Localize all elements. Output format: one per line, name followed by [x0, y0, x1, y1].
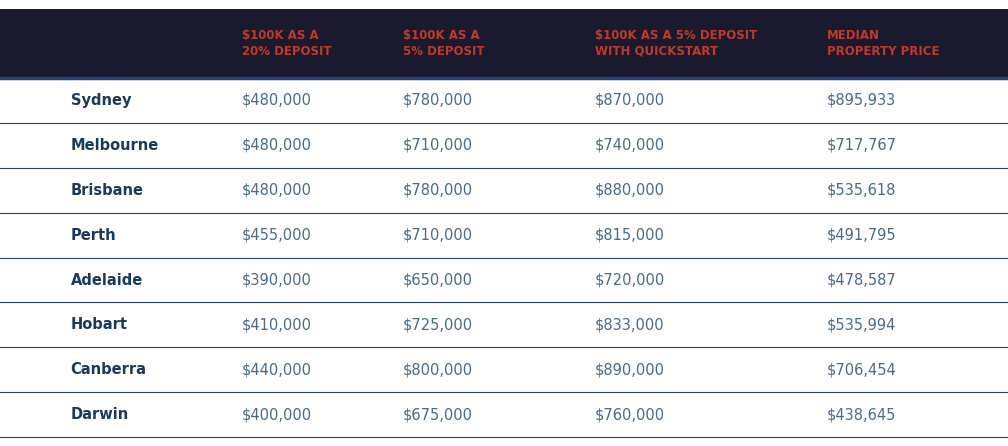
Text: MEDIAN
PROPERTY PRICE: MEDIAN PROPERTY PRICE [827, 29, 939, 58]
Text: Sydney: Sydney [71, 93, 131, 108]
Text: $725,000: $725,000 [403, 318, 474, 332]
Text: $675,000: $675,000 [403, 407, 473, 422]
Text: $720,000: $720,000 [595, 273, 665, 288]
Text: $390,000: $390,000 [242, 273, 311, 288]
Text: Canberra: Canberra [71, 362, 146, 377]
FancyBboxPatch shape [0, 123, 1008, 168]
FancyBboxPatch shape [0, 213, 1008, 258]
Text: $710,000: $710,000 [403, 138, 474, 153]
Text: $890,000: $890,000 [595, 362, 664, 377]
Text: $400,000: $400,000 [242, 407, 312, 422]
Text: $410,000: $410,000 [242, 318, 311, 332]
Text: $480,000: $480,000 [242, 93, 311, 108]
Text: $455,000: $455,000 [242, 227, 311, 243]
Text: Melbourne: Melbourne [71, 138, 159, 153]
Text: Brisbane: Brisbane [71, 183, 143, 198]
FancyBboxPatch shape [0, 347, 1008, 392]
FancyBboxPatch shape [0, 302, 1008, 347]
Text: $880,000: $880,000 [595, 183, 664, 198]
Text: $438,645: $438,645 [827, 407, 896, 422]
Text: $440,000: $440,000 [242, 362, 311, 377]
Text: Hobart: Hobart [71, 318, 128, 332]
FancyBboxPatch shape [0, 78, 1008, 123]
Text: $100K AS A 5% DEPOSIT
WITH QUICKSTART: $100K AS A 5% DEPOSIT WITH QUICKSTART [595, 29, 757, 58]
Text: Adelaide: Adelaide [71, 273, 143, 288]
Text: $100K AS A
5% DEPOSIT: $100K AS A 5% DEPOSIT [403, 29, 485, 58]
Text: $706,454: $706,454 [827, 362, 896, 377]
FancyBboxPatch shape [0, 392, 1008, 437]
Text: $710,000: $710,000 [403, 227, 474, 243]
Text: $535,618: $535,618 [827, 183, 896, 198]
Text: $717,767: $717,767 [827, 138, 896, 153]
Text: $100K AS A
20% DEPOSIT: $100K AS A 20% DEPOSIT [242, 29, 332, 58]
Text: Darwin: Darwin [71, 407, 129, 422]
Text: $780,000: $780,000 [403, 93, 474, 108]
Text: $833,000: $833,000 [595, 318, 664, 332]
Text: $870,000: $870,000 [595, 93, 665, 108]
Text: $740,000: $740,000 [595, 138, 665, 153]
Text: $815,000: $815,000 [595, 227, 664, 243]
Text: $800,000: $800,000 [403, 362, 474, 377]
FancyBboxPatch shape [0, 9, 1008, 78]
Text: $491,795: $491,795 [827, 227, 896, 243]
Text: $478,587: $478,587 [827, 273, 896, 288]
Text: $760,000: $760,000 [595, 407, 665, 422]
FancyBboxPatch shape [0, 168, 1008, 213]
Text: $895,933: $895,933 [827, 93, 896, 108]
Text: $535,994: $535,994 [827, 318, 896, 332]
Text: $650,000: $650,000 [403, 273, 473, 288]
Text: Perth: Perth [71, 227, 116, 243]
Text: $780,000: $780,000 [403, 183, 474, 198]
FancyBboxPatch shape [0, 258, 1008, 302]
Text: $480,000: $480,000 [242, 183, 311, 198]
Text: $480,000: $480,000 [242, 138, 311, 153]
